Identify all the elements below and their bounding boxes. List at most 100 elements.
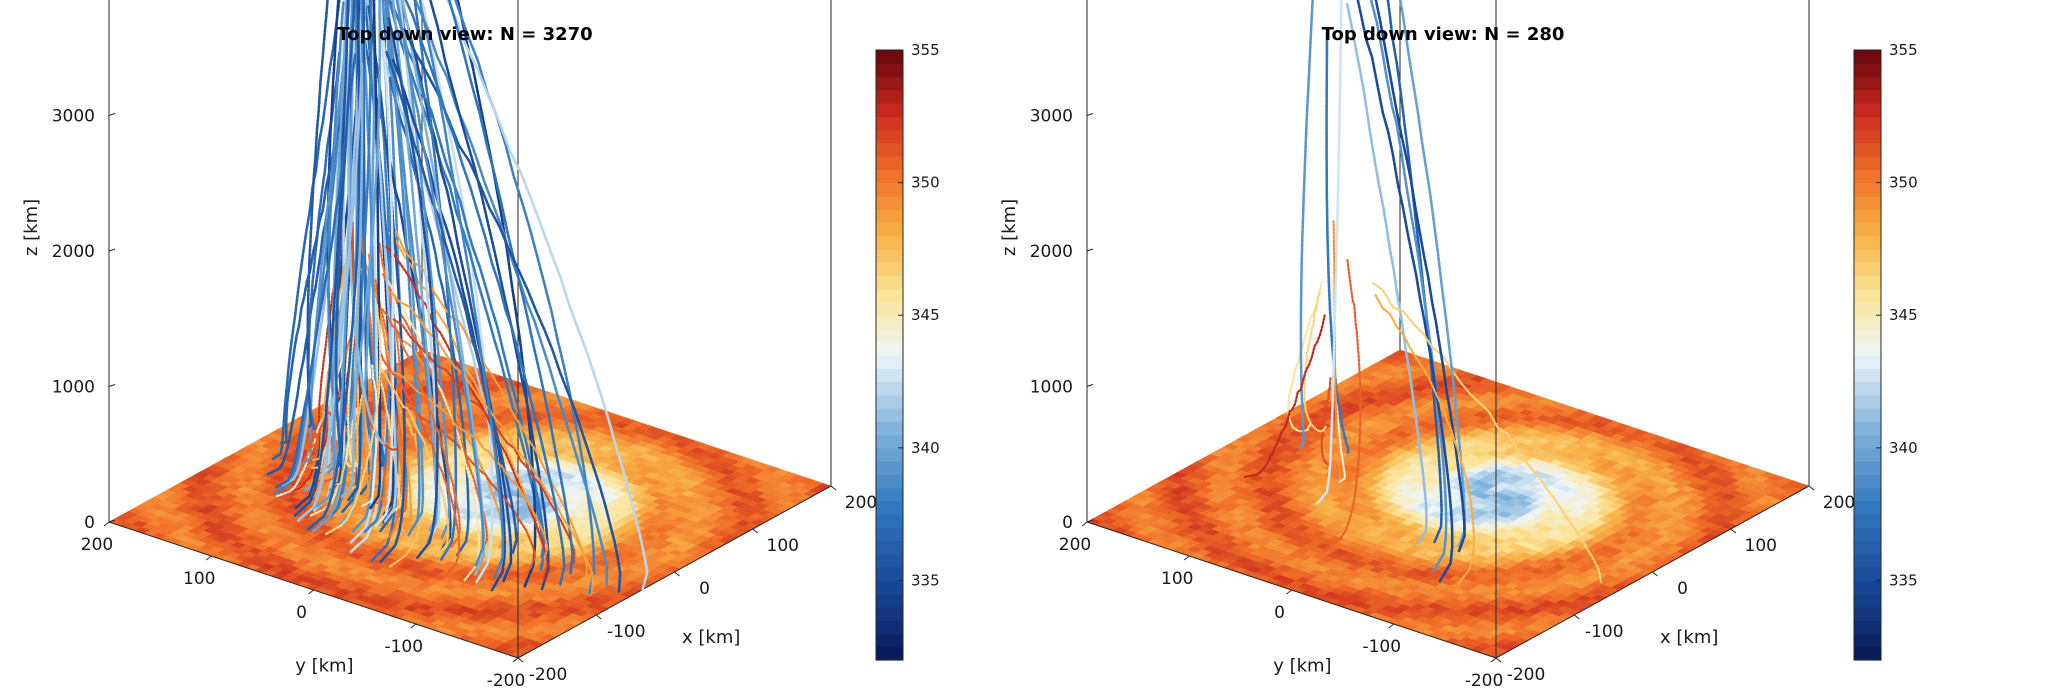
colorbar-segment <box>876 262 903 277</box>
colorbar-segment <box>876 248 903 263</box>
x-tick-label: 100 <box>1745 536 1777 556</box>
trajectories <box>266 0 649 595</box>
x-tick-mark <box>1495 657 1502 663</box>
trajectory <box>1323 257 1362 552</box>
colorbar-segment <box>876 540 903 555</box>
z-tick-mark <box>1086 384 1094 387</box>
y-tick-mark <box>205 555 212 561</box>
colorbar-segment <box>876 421 903 436</box>
z-tick-mark <box>108 248 116 252</box>
trajectory <box>1298 0 1314 450</box>
z-tick-label: 0 <box>84 513 95 533</box>
trajectory <box>381 308 461 549</box>
trajectory <box>393 227 589 583</box>
colorbar-segment <box>876 355 903 369</box>
y-tick-mark <box>1081 521 1088 527</box>
trajectory <box>361 363 379 507</box>
x-tick-label: -100 <box>1585 622 1624 642</box>
colorbar-segment <box>876 222 903 237</box>
colorbar-segment <box>1854 368 1881 383</box>
x-tick-label: -100 <box>607 622 646 642</box>
trajectory <box>1371 281 1603 584</box>
colorbar-segment <box>876 474 903 489</box>
trajectory <box>404 0 566 586</box>
colorbar-segment <box>1854 447 1881 462</box>
y-tick-label: -100 <box>384 637 423 657</box>
y-tick-label: 100 <box>1161 569 1193 589</box>
colorbar-segment <box>876 461 903 475</box>
trajectory <box>1315 0 1343 505</box>
x-tick-label: 200 <box>845 493 877 513</box>
colorbar-segment <box>876 156 903 170</box>
colorbar-segment <box>1854 381 1881 396</box>
x-tick-mark <box>752 528 759 534</box>
colorbar-segment <box>1854 540 1881 555</box>
y-tick-mark <box>1490 657 1497 663</box>
y-tick-mark <box>308 589 314 595</box>
chart-panel-1: Top down view: N = 327001000200030004000… <box>21 0 940 691</box>
trajectory <box>1303 292 1327 433</box>
x-tick-label: -200 <box>1507 665 1546 685</box>
colorbar: 335 340 345 350 355 <box>1853 41 1918 661</box>
colorbar-segment <box>1854 222 1881 237</box>
y-tick-mark <box>1388 623 1395 629</box>
colorbar-segment <box>876 514 903 528</box>
x-tick-mark <box>517 657 524 663</box>
colorbar-segment <box>1854 156 1881 170</box>
surface-floor <box>108 349 832 659</box>
z-tick-mark <box>108 384 116 387</box>
colorbar-segment <box>1854 646 1881 661</box>
colorbar-segment <box>1854 195 1881 210</box>
trajectory <box>388 76 470 557</box>
y-tick-mark <box>1183 555 1190 561</box>
y-tick-mark <box>1286 589 1292 595</box>
y-tick-label: -200 <box>487 671 526 691</box>
x-axis-label: x [km] <box>1660 627 1718 648</box>
x-tick-label: -200 <box>529 665 568 685</box>
colorbar-segment <box>1854 169 1881 184</box>
colorbar-segment <box>876 408 903 422</box>
x-tick-mark <box>1808 485 1815 491</box>
trajectory <box>351 0 376 533</box>
colorbar-tick-label: 355 <box>911 41 940 59</box>
z-axis-label: z [km] <box>999 199 1020 256</box>
chart-title: Top down view: N = 280 <box>1322 24 1565 45</box>
colorbar-segment <box>876 76 903 91</box>
trajectory <box>387 16 439 559</box>
colorbar-segment <box>876 301 903 316</box>
y-axis-label: y [km] <box>1273 656 1331 677</box>
trajectory <box>279 100 345 445</box>
colorbar-tick-label: 350 <box>1889 174 1918 192</box>
colorbar-segment <box>1854 514 1881 528</box>
colorbar-segment <box>1854 235 1881 250</box>
z-tick-mark <box>1086 113 1094 116</box>
x-axis: -200 -100 0 100 200 x [km] <box>1495 485 1855 685</box>
colorbar-segment <box>1854 301 1881 316</box>
x-tick-mark <box>830 485 837 491</box>
colorbar-segment <box>876 341 903 356</box>
trajectory <box>1369 0 1448 573</box>
trajectory <box>386 279 481 582</box>
z-tick-mark <box>1086 248 1094 252</box>
trajectory <box>428 0 550 591</box>
colorbar-segment <box>876 593 903 608</box>
colorbar-segment <box>1854 553 1881 568</box>
colorbar-segment <box>1854 315 1881 330</box>
x-axis-label: x [km] <box>682 627 740 648</box>
colorbar-segment <box>876 606 903 621</box>
colorbar-segment <box>876 315 903 330</box>
z-axis-label: z [km] <box>21 199 42 256</box>
trajectory <box>395 0 485 567</box>
x-tick-label: 200 <box>1823 493 1855 513</box>
trajectory <box>414 0 609 587</box>
colorbar-segment <box>876 394 903 409</box>
colorbar-segment <box>1854 421 1881 436</box>
colorbar-segment <box>876 580 903 595</box>
colorbar-tick-label: 355 <box>1889 41 1918 59</box>
colorbar-segment <box>1854 248 1881 263</box>
colorbar-segment <box>1854 580 1881 595</box>
x-tick-mark <box>595 614 602 620</box>
colorbar-tick-label: 335 <box>911 571 940 589</box>
y-tick-label: -100 <box>1362 637 1401 657</box>
